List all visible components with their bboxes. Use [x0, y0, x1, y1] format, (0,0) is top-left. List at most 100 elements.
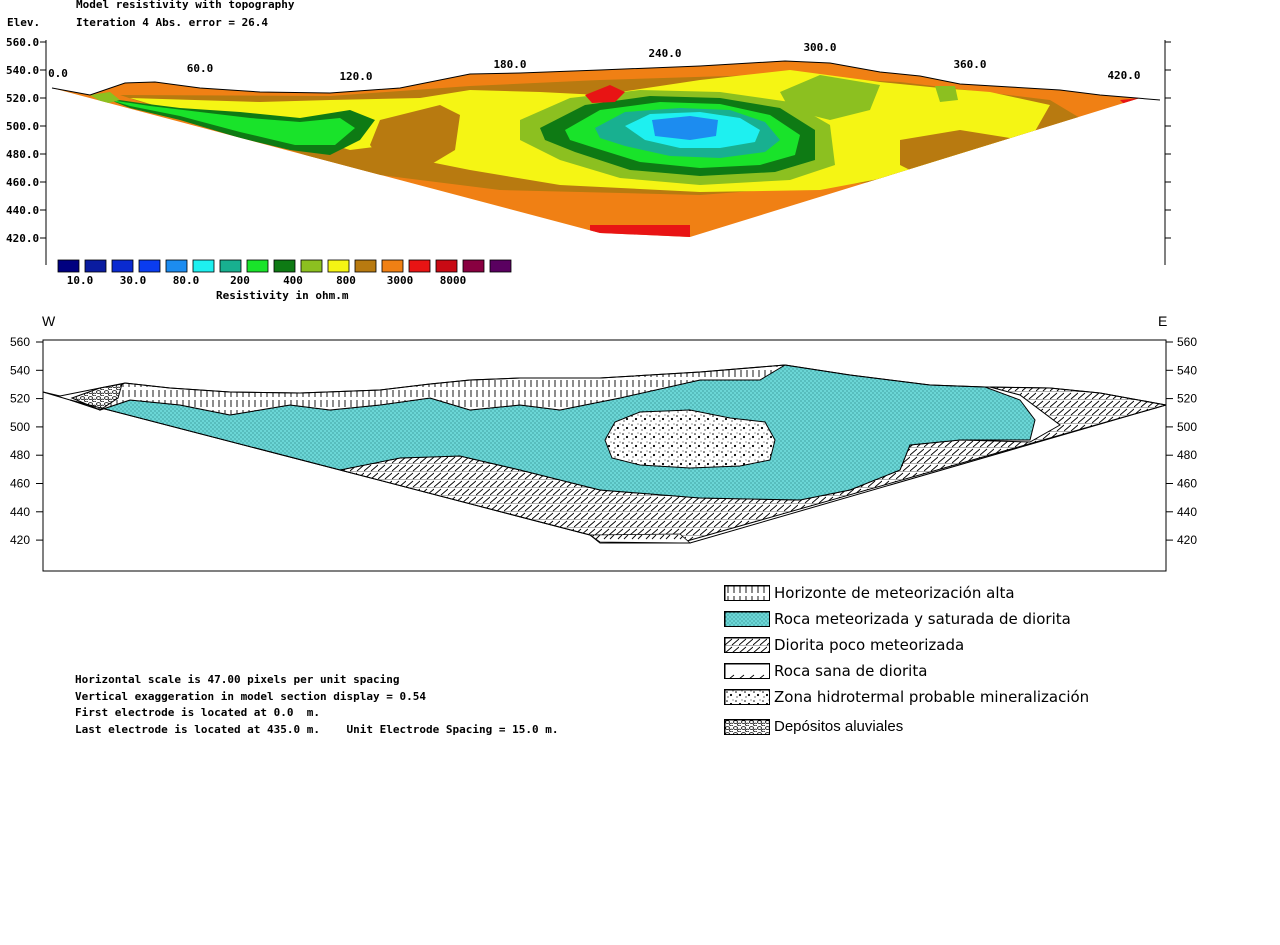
colorbar-swatch	[246, 259, 269, 273]
top-left-ticks: 560.0 540.0 520.0 500.0 480.0 460.0 440.0 420.0	[6, 36, 46, 245]
bottom-section: W E 560 540 520 500 480 460 440 420 560 540 520 50…	[10, 313, 1197, 572]
note-line: Horizontal scale is 47.00 pixels per uni…	[75, 673, 400, 686]
y-tick-label: 520	[10, 392, 30, 406]
y-tick-label: 480	[1177, 448, 1197, 462]
legend-label: Diorita poco meteorizada	[774, 636, 965, 654]
y-tick-label: 500	[1177, 420, 1197, 434]
colorbar-swatch	[219, 259, 242, 273]
y-tick-label: 560.0	[6, 36, 39, 49]
top-x-ticks: 0.0 60.0 120.0 180.0 240.0 300.0 360.0 420.0	[48, 41, 1141, 83]
elev-label: Elev.	[7, 16, 40, 29]
y-tick-label: 460	[10, 477, 30, 491]
y-tick-label: 420	[10, 533, 30, 547]
resistivity-colorbar	[57, 259, 512, 273]
y-tick-label: 540	[10, 363, 30, 377]
colorbar-tick-label: 10.0	[67, 274, 94, 287]
legend-item-horizonte: Horizonte de meteorización alta	[724, 584, 1144, 610]
colorbar-swatch	[327, 259, 350, 273]
legend-item-depositos-aluviales: Depósitos aluviales	[724, 718, 1144, 744]
legend-swatch-slash-lines	[724, 663, 770, 679]
y-tick-label: 560	[10, 335, 30, 349]
bottom-section-base	[42, 391, 1167, 544]
colorbar-tick-label: 400	[283, 274, 303, 287]
x-tick-label: 180.0	[493, 58, 526, 71]
legend-swatch-cyan-dots	[724, 611, 770, 627]
legend-label: Zona hidrotermal probable mineralización	[774, 688, 1090, 706]
x-tick-label: 240.0	[648, 47, 681, 60]
y-tick-label: 560	[1177, 335, 1197, 349]
y-tick-label: 480	[10, 448, 30, 462]
x-tick-label: 120.0	[339, 70, 372, 83]
y-tick-label: 440.0	[6, 204, 39, 217]
legend-label: Roca meteorizada y saturada de diorita	[774, 610, 1071, 628]
east-label: E	[1158, 313, 1167, 329]
legend-item-diorita-poco: Diorita poco meteorizada	[724, 636, 1144, 662]
x-tick-label: 420.0	[1107, 69, 1140, 82]
legend-item-roca-sana: Roca sana de diorita	[724, 662, 1144, 688]
colorbar-swatch	[381, 259, 404, 273]
y-tick-label: 540.0	[6, 64, 39, 77]
unit-depositos-aluviales	[70, 383, 123, 411]
x-tick-label: 300.0	[803, 41, 836, 54]
iteration-label: Iteration 4 Abs. error = 26.4	[76, 16, 268, 29]
note-line: Last electrode is located at 435.0 m. Un…	[75, 722, 559, 736]
colorbar-swatch	[111, 259, 134, 273]
colorbar-tick-label: 30.0	[120, 274, 147, 287]
west-label: W	[42, 313, 56, 329]
legend-label: Horizonte de meteorización alta	[774, 584, 1015, 602]
x-tick-label: 360.0	[953, 58, 986, 71]
colorbar-swatch	[273, 259, 296, 273]
colorbar-title: Resistivity in ohm.m	[216, 289, 349, 302]
y-tick-label: 520.0	[6, 92, 39, 105]
scale-notes: Horizontal scale is 47.00 pixels per uni…	[75, 672, 558, 738]
x-tick-label: 60.0	[187, 62, 214, 75]
unit-zona-hidrotermal	[604, 409, 776, 469]
colorbar-swatch	[462, 259, 485, 273]
note-line: Vertical exaggeration in model section d…	[75, 689, 426, 703]
colorbar-swatch	[57, 259, 80, 273]
top-section: Model resistivity with topography Iterat…	[6, 0, 1171, 302]
y-tick-label: 480.0	[6, 148, 39, 161]
y-tick-label: 540	[1177, 363, 1197, 377]
y-tick-label: 420	[1177, 533, 1197, 547]
y-tick-label: 460.0	[6, 176, 39, 189]
legend-item-roca-meteorizada: Roca meteorizada y saturada de diorita	[724, 610, 1144, 636]
legend-swatch-vertical-hatch	[724, 585, 770, 601]
bottom-right-ticks: 560 540 520 500 480 460 440 420	[1166, 335, 1197, 547]
y-tick-label: 440	[1177, 505, 1197, 519]
colorbar-swatch	[408, 259, 431, 273]
legend-swatch-diagonal-hatch	[724, 637, 770, 653]
bottom-left-ticks: 560 540 520 500 480 460 440 420	[10, 335, 43, 547]
y-tick-label: 500	[10, 420, 30, 434]
colorbar-swatch	[300, 259, 323, 273]
colorbar-labels: 10.0 30.0 80.0 200 400 800 3000 8000	[67, 274, 467, 287]
colorbar-tick-label: 3000	[387, 274, 414, 287]
legend-label: Depósitos aluviales	[774, 718, 904, 735]
top-topography-line	[51, 60, 1161, 101]
legend-label: Roca sana de diorita	[774, 662, 928, 680]
colorbar-tick-label: 80.0	[173, 274, 200, 287]
y-tick-label: 440	[10, 505, 30, 519]
resistivity-section	[52, 61, 1140, 237]
colorbar-swatch	[165, 259, 188, 273]
y-tick-label: 500.0	[6, 120, 39, 133]
x-tick-label: 0.0	[48, 67, 68, 80]
y-tick-label: 420.0	[6, 232, 39, 245]
colorbar-swatch	[354, 259, 377, 273]
model-title: Model resistivity with topography	[76, 0, 295, 11]
legend: Horizonte de meteorización alta Roca met…	[724, 584, 1144, 744]
colorbar-swatch	[138, 259, 161, 273]
legend-swatch-stipple	[724, 689, 770, 705]
y-tick-label: 460	[1177, 477, 1197, 491]
colorbar-tick-label: 800	[336, 274, 356, 287]
colorbar-tick-label: 8000	[440, 274, 467, 287]
colorbar-swatch	[84, 259, 107, 273]
bottom-topography-line	[42, 364, 1167, 406]
colorbar-tick-label: 200	[230, 274, 250, 287]
legend-swatch-gravel	[724, 719, 770, 735]
colorbar-swatch	[192, 259, 215, 273]
colorbar-swatch	[435, 259, 458, 273]
y-tick-label: 520	[1177, 392, 1197, 406]
legend-item-zona-hidrotermal: Zona hidrotermal probable mineralización	[724, 688, 1144, 714]
